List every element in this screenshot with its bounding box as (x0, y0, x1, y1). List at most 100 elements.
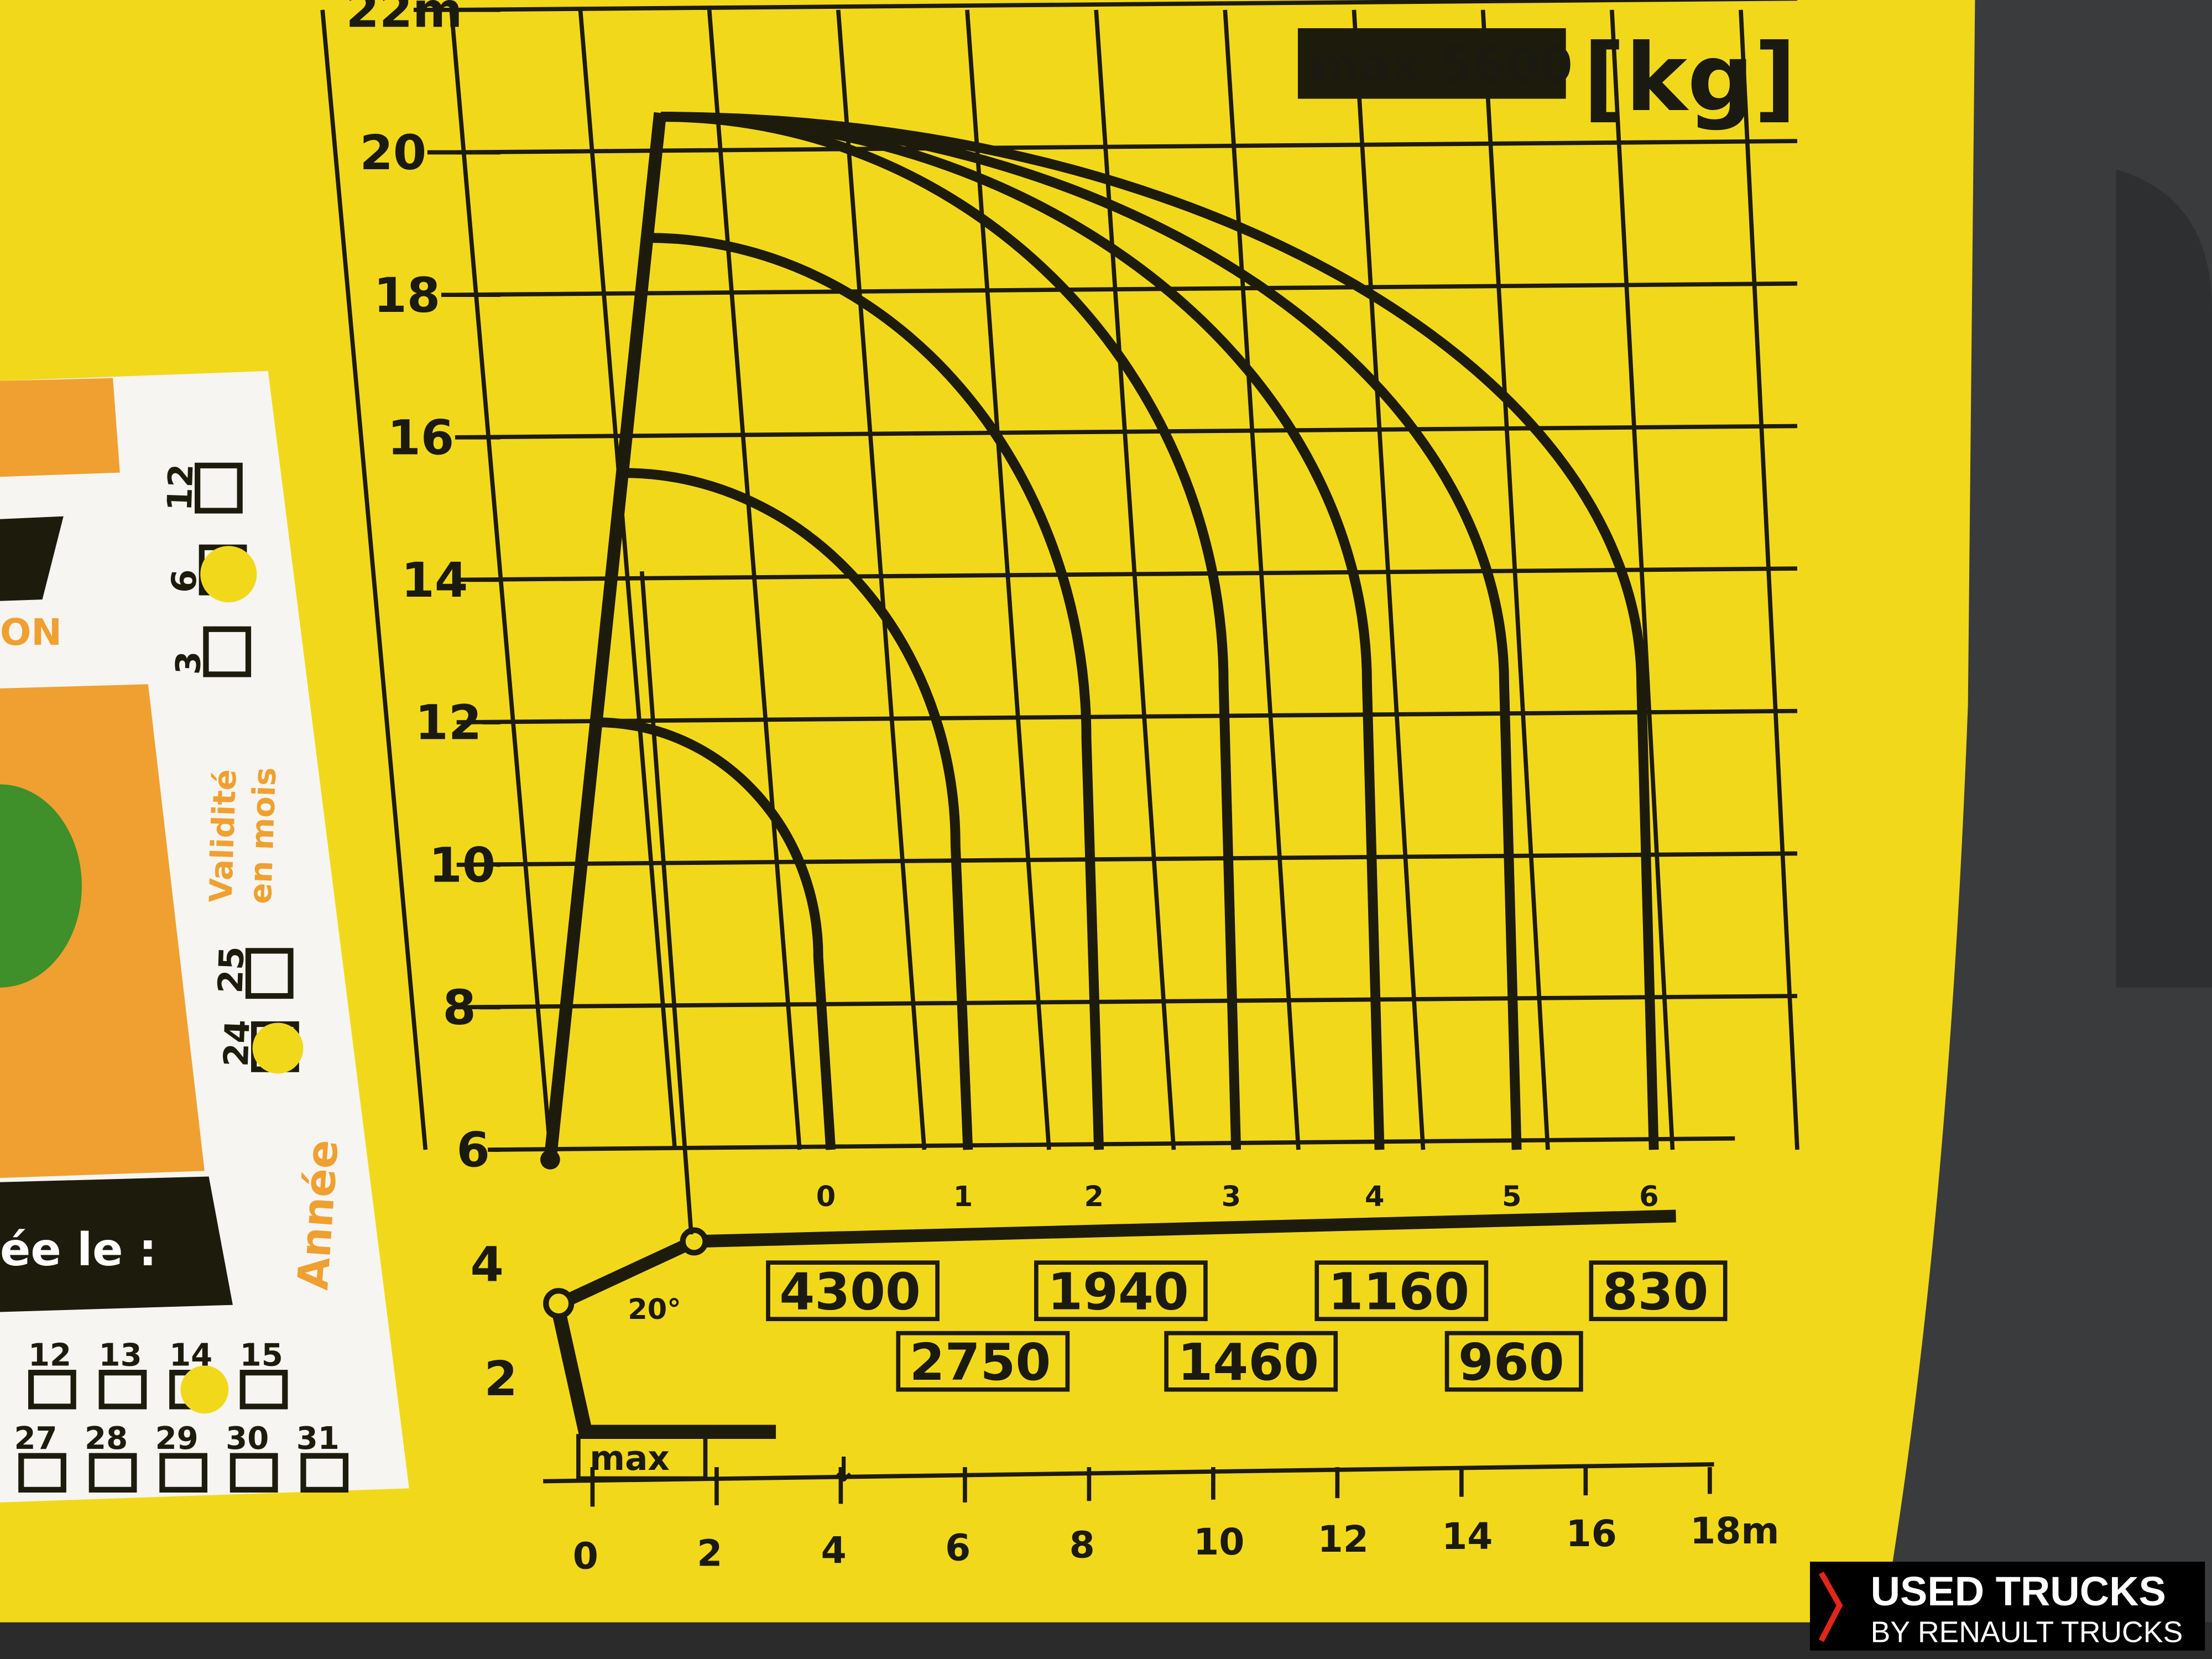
boom-line (544, 112, 667, 1161)
green-sticker-dot (0, 784, 82, 988)
gridline-vertical (1739, 9, 1799, 1150)
gridline-vertical (707, 9, 802, 1150)
day-checkbox (28, 1370, 76, 1410)
gridline-vertical (1609, 9, 1675, 1150)
gridline-horizontal (456, 0, 1798, 12)
day-label: 31 (296, 1421, 340, 1457)
day-label: 30 (226, 1421, 269, 1457)
day-checkbox (239, 1370, 288, 1410)
load-box (1164, 1331, 1338, 1392)
y-tick-label: 14 (401, 552, 468, 608)
load-curve-ext-3 (661, 112, 1241, 1150)
gridline-vertical (965, 9, 1051, 1150)
day-label: 27 (14, 1421, 58, 1457)
y-tick-label: 4 (471, 1237, 504, 1292)
load-box (1444, 1331, 1583, 1392)
x-tick-label: 14 (1442, 1515, 1493, 1558)
gridline-horizontal (456, 994, 1798, 1010)
year-punch-mark (252, 1022, 304, 1074)
gridline-horizontal (456, 424, 1798, 440)
y-tick-label: 12 (415, 695, 482, 751)
watermark-logo: USED TRUCKS BY RENAULT TRUCKS (1809, 1561, 2205, 1651)
load-label: 830 (1603, 1262, 1709, 1321)
date-label: ée le : (0, 1224, 157, 1276)
load-curve-ext-0 (596, 717, 836, 1150)
max-load-label: max 5600 (1309, 38, 1572, 93)
gridline-horizontal (456, 566, 1798, 582)
extension-label: 3 (1222, 1181, 1241, 1213)
load-box (766, 1260, 940, 1322)
extension-label: 6 (1639, 1181, 1659, 1213)
gridline-horizontal (488, 1136, 1735, 1152)
x-tick-label: 6 (945, 1526, 971, 1569)
gridline-vertical (1480, 9, 1550, 1150)
inspection-sticker: ON ée le : Validité en mois Année 12 6 3 25… (0, 371, 409, 1503)
load-label: 1160 (1328, 1262, 1470, 1321)
base-max-label: max (589, 1439, 670, 1478)
x-tick-label: 4 (821, 1529, 847, 1572)
watermark-line1: USED TRUCKS (1871, 1568, 2166, 1614)
day-label: 28 (85, 1421, 128, 1457)
x-tick-label: 10 (1193, 1520, 1244, 1563)
y-tick-label: 22m (346, 0, 463, 38)
y-tick-label: 20 (360, 125, 427, 181)
month-label: 6 (164, 568, 204, 593)
load-label: 1940 (1047, 1262, 1189, 1321)
day-label: 29 (155, 1421, 199, 1457)
day-checkbox (98, 1370, 147, 1410)
y-tick-label: 2 (484, 1351, 518, 1407)
year-checkbox (245, 948, 294, 999)
boom-angle-label: 20° (628, 1293, 681, 1326)
load-box (1589, 1260, 1728, 1322)
load-curves: 0 1 2 3 4 5 6 (596, 112, 1659, 1213)
extension-label: 1 (953, 1181, 973, 1213)
month-checkbox (203, 626, 252, 677)
brand-fragment: ON (0, 611, 62, 654)
year-label: 24 (217, 1019, 258, 1068)
load-label: 960 (1458, 1333, 1564, 1392)
logo-fragment (0, 516, 64, 601)
load-label: 2750 (910, 1333, 1051, 1392)
gridline-vertical (1223, 9, 1301, 1150)
day-checkbox (18, 1453, 66, 1493)
day-checkbox (229, 1453, 278, 1493)
x-tick-label: 16 (1566, 1512, 1617, 1555)
crane-base-schematic (543, 571, 1714, 1484)
chevron-right-icon (1818, 1571, 1843, 1642)
gridline-horizontal (456, 851, 1798, 867)
load-box (896, 1331, 1070, 1392)
day-label: 12 (28, 1337, 71, 1373)
unit-label: [kg] (1583, 24, 1796, 132)
gridline-vertical (836, 9, 927, 1150)
load-curve-ext-2 (648, 233, 1104, 1150)
x-tick-label: 8 (1070, 1523, 1095, 1566)
x-tick-label: 0 (573, 1535, 598, 1578)
load-box (1034, 1260, 1208, 1322)
day-checkbox (159, 1453, 207, 1493)
extension-label: 2 (1084, 1181, 1104, 1213)
day-label: 13 (99, 1337, 142, 1373)
load-curve-ext-1 (623, 468, 973, 1150)
gridline-vertical (320, 9, 428, 1150)
y-tick-label: 18 (374, 268, 441, 324)
year-label: Année (289, 1138, 348, 1291)
day-checkbox (88, 1453, 137, 1493)
load-label: 4300 (779, 1262, 921, 1321)
y-tick-label: 6 (457, 1123, 490, 1178)
max-load-badge (1297, 28, 1566, 99)
load-curve-ext-4 (661, 112, 1385, 1150)
max-box (576, 1434, 708, 1481)
gridline-horizontal (456, 281, 1798, 297)
validity-label: Validité (203, 769, 243, 903)
y-tick-label: 10 (429, 837, 496, 893)
day-label: 15 (240, 1337, 283, 1373)
x-tick-label: 2 (697, 1532, 722, 1575)
extension-label: 5 (1502, 1181, 1522, 1213)
gridline-horizontal (456, 139, 1798, 155)
load-label: 1460 (1178, 1333, 1319, 1392)
month-label: 12 (160, 463, 201, 512)
